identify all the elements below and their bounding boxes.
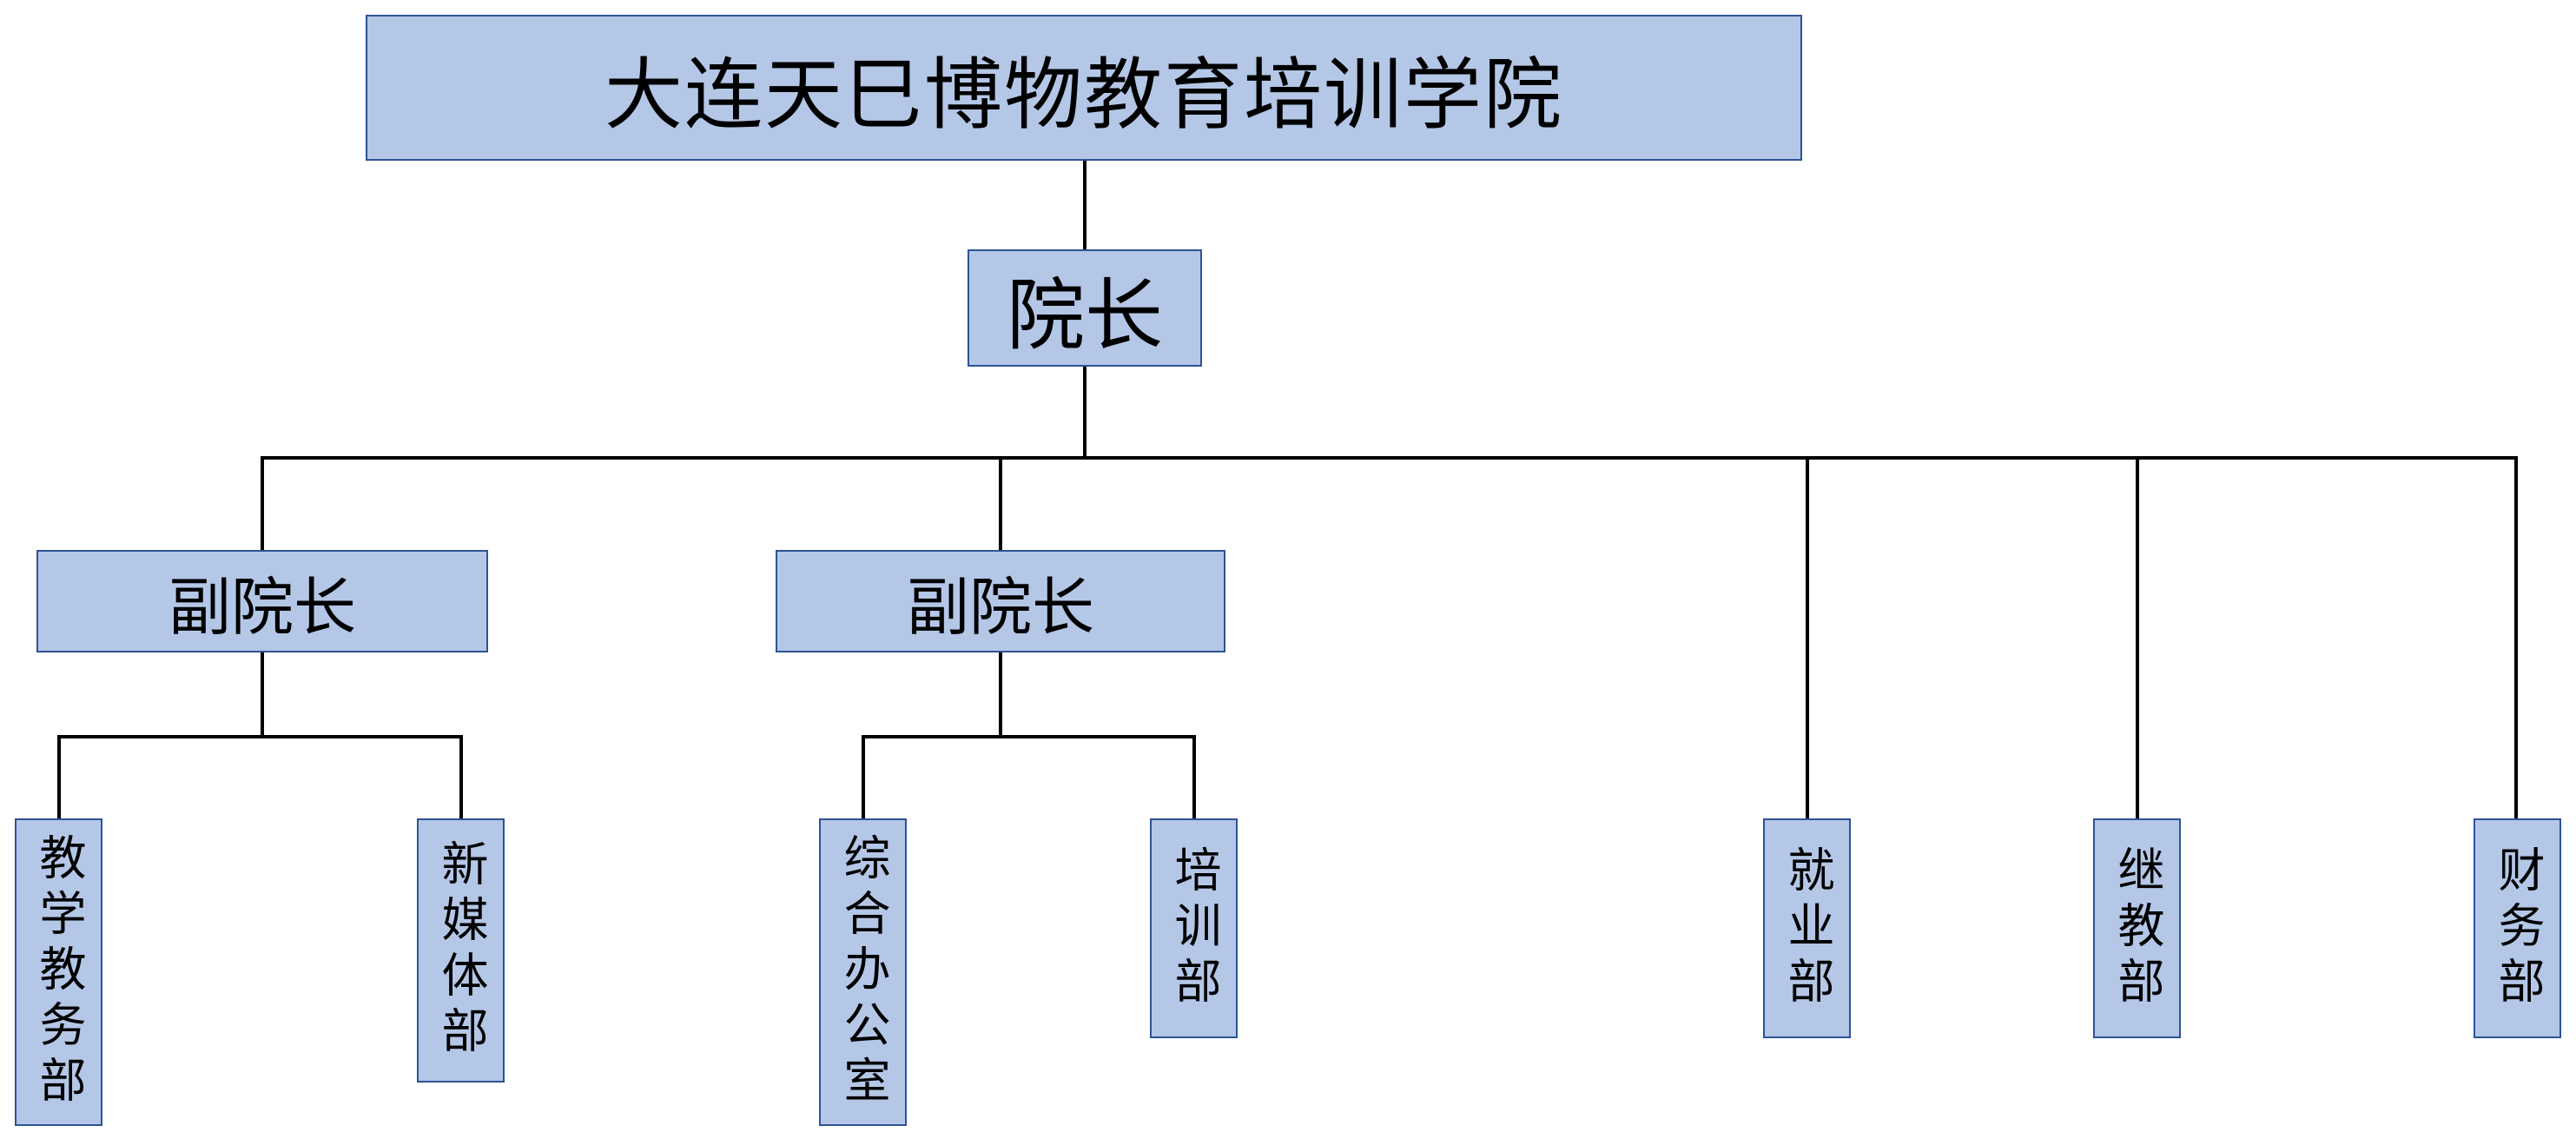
org-director-node: 院长 xyxy=(968,249,1202,367)
org-dept-label: 新媒体部 xyxy=(426,839,495,1062)
org-dept-label: 综合办公室 xyxy=(829,833,897,1111)
org-dept-node: 综合办公室 xyxy=(819,818,907,1126)
connector-line xyxy=(57,735,463,738)
org-dept-node: 继教部 xyxy=(2093,818,2181,1038)
org-dept-node: 培训部 xyxy=(1150,818,1238,1038)
connector-line xyxy=(459,735,463,818)
connector-line xyxy=(2514,456,2518,818)
org-vice-node: 副院长 xyxy=(776,550,1225,652)
org-dept-node: 就业部 xyxy=(1763,818,1851,1038)
connector-line xyxy=(999,652,1002,735)
org-root-label: 大连天巳博物教育培训学院 xyxy=(604,31,1563,144)
org-dept-label: 继教部 xyxy=(2103,845,2171,1012)
connector-line xyxy=(999,456,1002,550)
org-dept-label: 就业部 xyxy=(1773,845,1841,1012)
connector-line xyxy=(2136,456,2139,818)
org-dept-label: 教学教务部 xyxy=(24,833,93,1111)
connector-line xyxy=(862,735,1196,738)
connector-line xyxy=(261,456,2518,460)
connector-line xyxy=(862,735,865,818)
connector-line xyxy=(261,652,264,735)
connector-line xyxy=(1806,456,1809,818)
connector-line xyxy=(1083,367,1087,456)
org-dept-label: 培训部 xyxy=(1159,845,1228,1012)
connector-line xyxy=(57,735,61,818)
connector-line xyxy=(1083,161,1087,249)
org-vice-label: 副院长 xyxy=(168,556,356,647)
org-dept-node: 财务部 xyxy=(2474,818,2561,1038)
org-dept-node: 新媒体部 xyxy=(417,818,505,1083)
org-dept-node: 教学教务部 xyxy=(15,818,102,1126)
org-vice-label: 副院长 xyxy=(907,556,1094,647)
org-root-node: 大连天巳博物教育培训学院 xyxy=(366,15,1802,161)
org-director-label: 院长 xyxy=(1007,252,1163,365)
org-vice-node: 副院长 xyxy=(36,550,488,652)
connector-line xyxy=(261,456,264,550)
org-dept-label: 财务部 xyxy=(2483,845,2552,1012)
connector-line xyxy=(1192,735,1196,818)
